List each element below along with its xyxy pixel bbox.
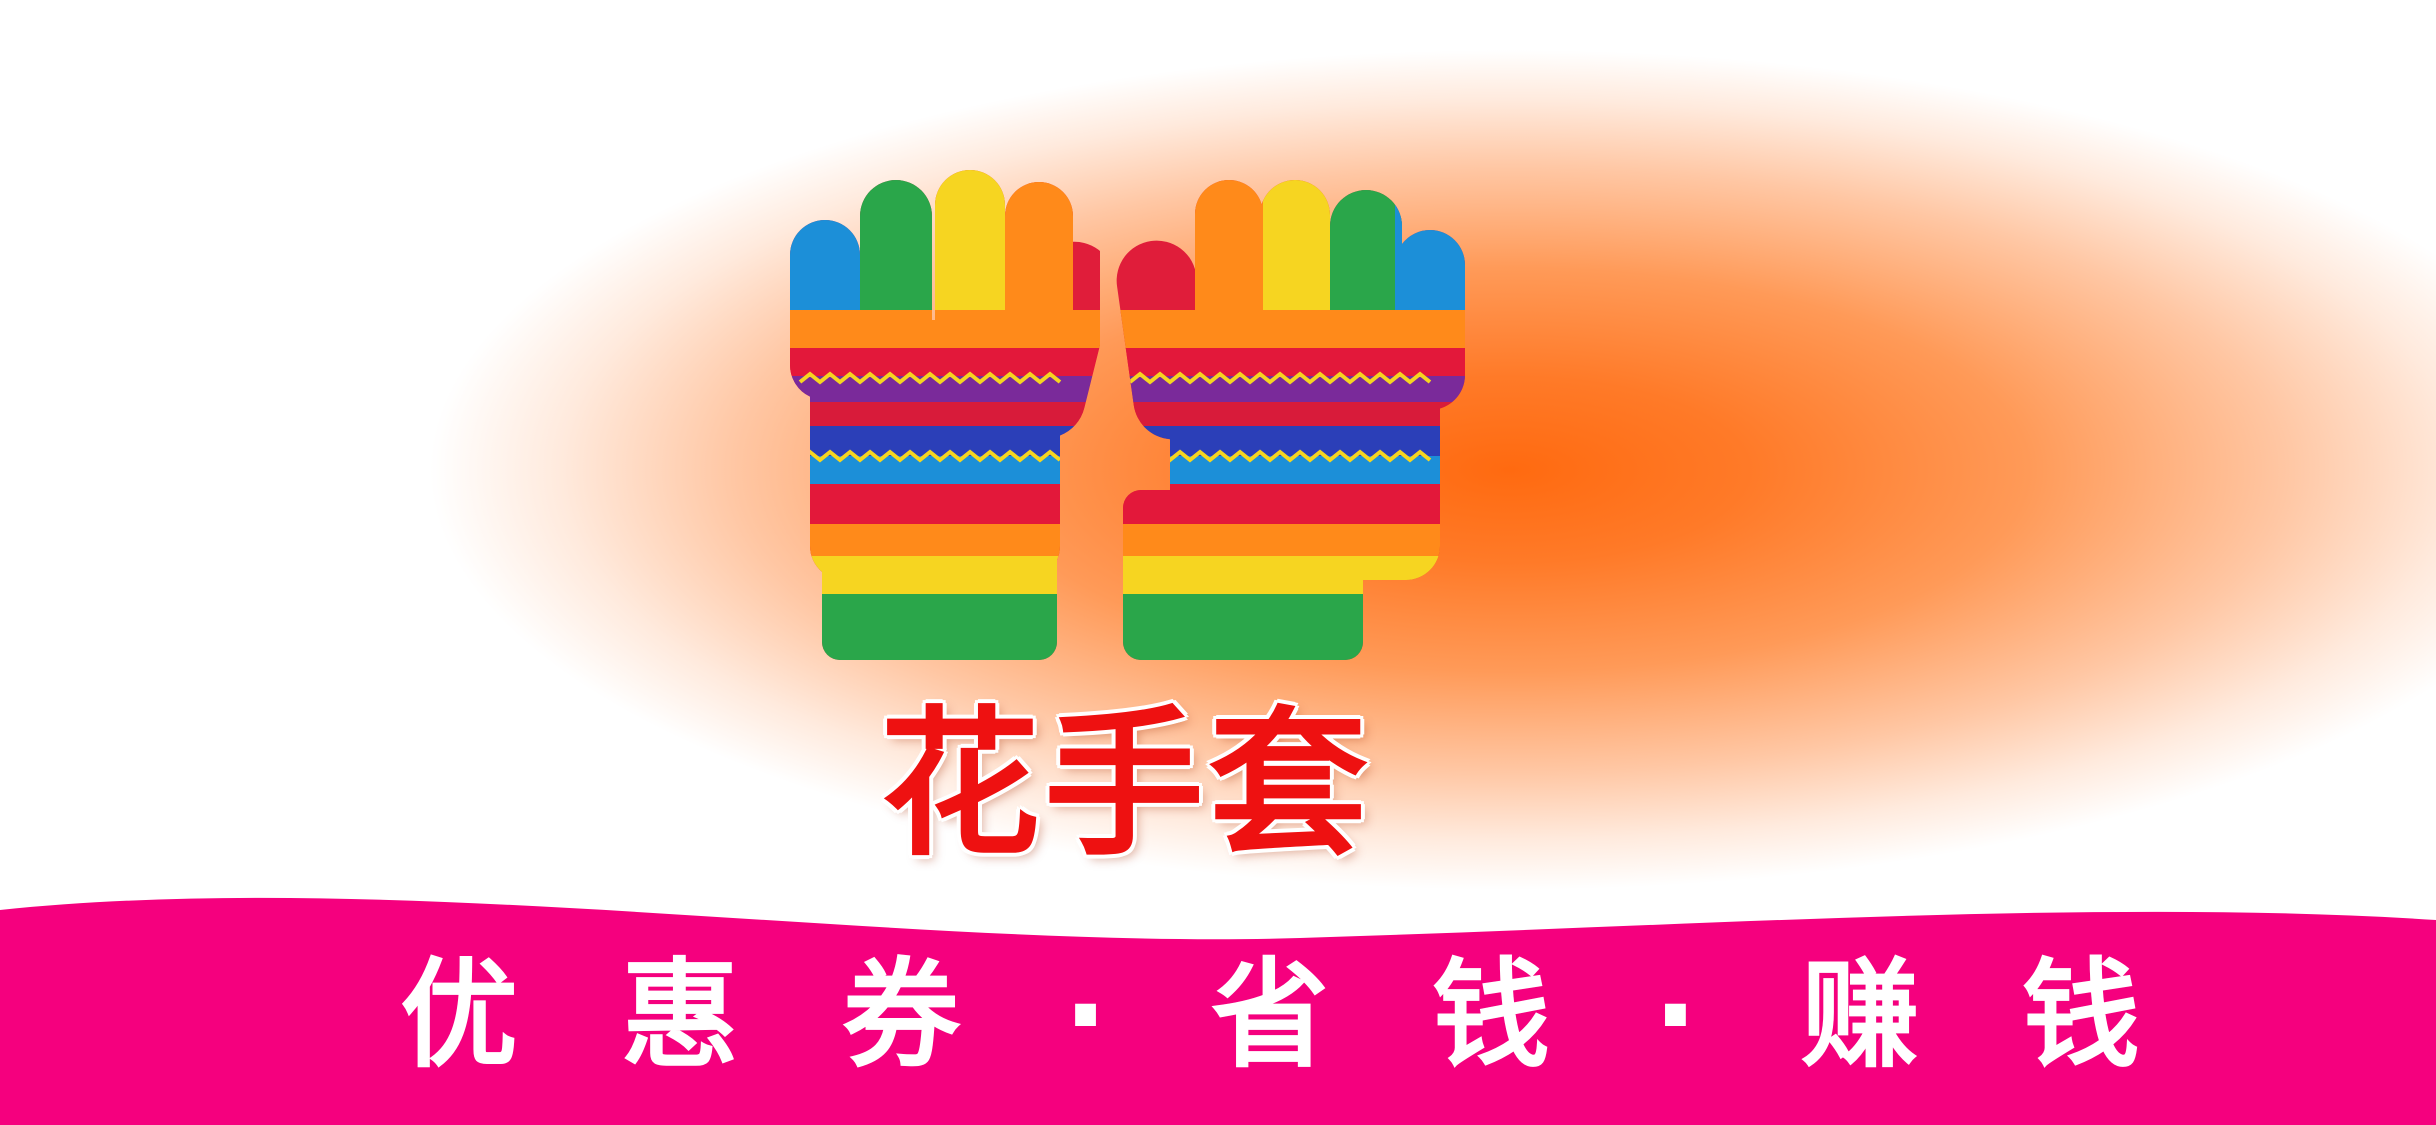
slogan: 优 惠 券 · 省 钱 · 赚 钱 [400, 945, 2140, 1085]
bottom-wave-band [0, 897, 2436, 1125]
slogan-char: 钱 [1431, 946, 1550, 1084]
product-title: 花手套 [880, 691, 1373, 878]
slogan-char: 券 [842, 946, 961, 1084]
slogan-char: 钱 [2021, 946, 2140, 1084]
slogan-char: 优 [400, 946, 519, 1084]
slogan-char: 惠 [621, 946, 740, 1084]
rainbow-gloves-icon [790, 170, 1465, 660]
slogan-separator: · [1653, 946, 1698, 1084]
slogan-char: 省 [1210, 946, 1329, 1084]
left-glove-icon [790, 170, 1100, 660]
slogan-separator: · [1063, 946, 1108, 1084]
right-glove-icon [1111, 180, 1465, 660]
slogan-char: 赚 [1800, 946, 1919, 1084]
